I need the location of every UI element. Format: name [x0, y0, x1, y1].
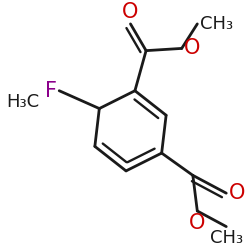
- Text: CH₃: CH₃: [200, 15, 233, 33]
- Text: O: O: [228, 183, 245, 203]
- Text: O: O: [184, 38, 200, 58]
- Text: O: O: [122, 2, 139, 22]
- Text: H₃C: H₃C: [6, 93, 39, 111]
- Text: O: O: [189, 213, 206, 233]
- Text: CH₃: CH₃: [210, 229, 243, 247]
- Text: F: F: [45, 81, 57, 101]
